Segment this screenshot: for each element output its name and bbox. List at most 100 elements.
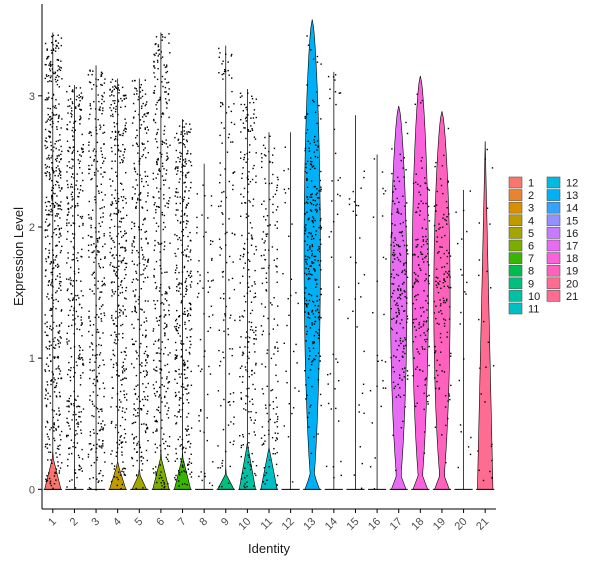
data-point xyxy=(141,143,144,146)
data-point xyxy=(71,452,73,455)
data-point xyxy=(177,332,179,335)
data-point xyxy=(166,325,168,328)
data-point xyxy=(141,206,143,208)
data-point xyxy=(229,441,231,444)
data-point xyxy=(57,367,59,369)
data-point xyxy=(334,74,337,76)
data-point xyxy=(288,403,290,405)
data-point xyxy=(103,171,105,173)
data-point xyxy=(115,105,117,108)
data-point xyxy=(245,395,247,397)
data-point xyxy=(314,167,316,170)
data-point xyxy=(179,158,181,160)
data-point xyxy=(158,191,160,193)
data-point xyxy=(272,196,274,198)
data-point xyxy=(71,199,73,201)
data-point xyxy=(263,215,265,218)
data-point xyxy=(141,116,144,118)
data-point xyxy=(166,152,168,154)
data-point xyxy=(417,351,419,353)
data-point xyxy=(416,366,418,368)
data-point xyxy=(131,221,133,223)
data-point xyxy=(102,176,104,178)
data-point xyxy=(219,360,222,363)
data-point xyxy=(314,209,317,211)
data-point xyxy=(103,160,105,162)
data-point xyxy=(144,93,147,95)
data-point xyxy=(290,278,293,280)
data-point xyxy=(177,219,179,222)
data-point xyxy=(61,118,63,120)
data-point xyxy=(440,341,443,343)
data-point xyxy=(221,73,223,76)
data-point xyxy=(202,184,204,186)
violin-group xyxy=(259,132,279,490)
data-point xyxy=(480,393,482,395)
data-point xyxy=(275,364,277,366)
data-point xyxy=(70,186,72,188)
data-point xyxy=(428,275,431,277)
data-point xyxy=(319,207,321,209)
data-point xyxy=(398,212,400,214)
data-point xyxy=(73,248,75,250)
data-point xyxy=(178,315,181,317)
data-point xyxy=(46,97,48,99)
data-point xyxy=(225,53,227,55)
data-point xyxy=(177,166,179,168)
data-point xyxy=(315,355,317,357)
data-point xyxy=(143,391,145,393)
data-point xyxy=(159,251,161,253)
data-point xyxy=(312,204,315,206)
data-point xyxy=(67,252,69,254)
data-point xyxy=(240,444,243,447)
data-point xyxy=(146,346,148,348)
legend-swatch xyxy=(546,214,561,227)
data-point xyxy=(99,408,102,411)
data-point xyxy=(159,98,161,101)
data-point xyxy=(118,312,121,314)
data-point xyxy=(174,354,177,356)
data-point xyxy=(58,410,60,412)
data-point xyxy=(94,227,97,229)
data-point xyxy=(414,296,416,298)
data-point xyxy=(417,256,419,258)
data-point xyxy=(55,395,58,397)
data-point xyxy=(143,404,145,407)
data-point xyxy=(176,458,178,460)
data-point xyxy=(89,399,91,401)
data-point xyxy=(137,199,139,201)
data-point xyxy=(121,217,123,220)
data-point xyxy=(403,262,405,265)
data-point xyxy=(249,222,252,224)
data-point xyxy=(198,475,200,478)
data-point xyxy=(312,199,314,201)
data-point xyxy=(141,463,144,465)
data-point xyxy=(120,196,123,198)
data-point xyxy=(186,248,188,250)
data-point xyxy=(183,130,185,132)
data-point xyxy=(59,413,61,415)
data-point xyxy=(76,173,78,175)
data-point xyxy=(51,68,54,70)
data-point xyxy=(458,379,460,382)
data-point xyxy=(335,103,337,106)
data-point xyxy=(188,320,190,322)
data-point xyxy=(244,477,246,479)
data-point xyxy=(116,441,118,444)
data-point xyxy=(188,159,190,162)
data-point xyxy=(46,48,48,50)
data-point xyxy=(439,246,441,248)
data-point xyxy=(75,87,77,89)
data-point xyxy=(79,416,81,418)
data-point xyxy=(328,236,330,238)
data-point xyxy=(246,106,248,108)
data-point xyxy=(54,259,56,261)
data-point xyxy=(245,106,247,109)
data-point xyxy=(49,136,51,139)
data-point xyxy=(415,368,417,370)
data-point xyxy=(133,448,136,450)
data-point xyxy=(75,184,77,186)
data-point xyxy=(337,361,339,363)
data-point xyxy=(169,352,171,354)
data-point xyxy=(125,172,127,174)
